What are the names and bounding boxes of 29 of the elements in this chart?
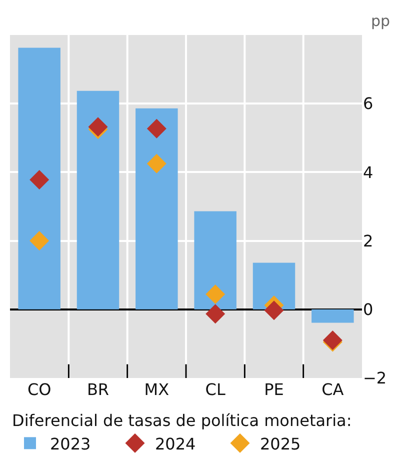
y-tick-label: 6 [363,94,374,114]
x-tick-label: CA [322,380,344,399]
legend-label: 2025 [260,434,301,454]
bar [194,211,236,310]
bar [76,90,120,310]
legend-label: 2024 [155,434,196,454]
legend-label: 2023 [50,434,91,454]
point [30,170,50,190]
x-tick-label: MX [144,380,170,399]
y-tick-label: 0 [363,300,374,319]
y-tick-label: 4 [363,162,374,182]
x-tick-label: BR [86,380,110,399]
point [146,154,166,174]
y-tick-label: 2 [363,231,374,250]
bar [18,48,60,310]
x-tick-label: PE [264,380,284,399]
bar [312,309,354,323]
x-tick-label: CL [205,380,226,399]
x-tick-label: CO [27,380,52,399]
bar [136,108,178,310]
point [30,231,50,251]
point [264,300,284,320]
point [146,118,166,138]
point [206,284,226,304]
bar [252,262,296,310]
legend-title: Diferencial de tasas de política monetaria: [12,411,352,430]
y-tick-label: −2 [363,368,387,388]
y-axis-title: pp [371,12,390,30]
point [206,304,226,324]
